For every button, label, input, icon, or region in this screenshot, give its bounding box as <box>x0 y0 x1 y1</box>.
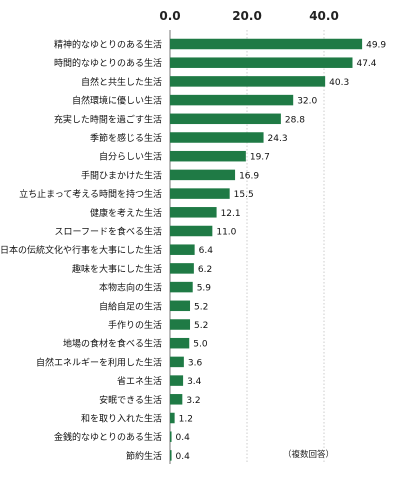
category-label: 安眠できる生活 <box>99 394 162 406</box>
bar <box>170 281 193 293</box>
value-label: 24.3 <box>268 134 288 144</box>
bar <box>170 375 184 386</box>
bar <box>170 207 217 218</box>
category-label: 本物志向の生活 <box>99 282 162 294</box>
category-label: 地場の食材を食べる生活 <box>63 338 162 350</box>
value-label: 11.0 <box>216 228 236 238</box>
bar <box>170 188 230 199</box>
category-label: 自然環境に優しい生活 <box>72 95 162 107</box>
note-multiple-answers: （複数回答） <box>283 449 334 460</box>
value-label: 15.5 <box>234 190 254 200</box>
value-labels: 49.9 47.4 40.3 32.0 28.8 24.3 19.7 16.9 15.5 12.1… <box>176 41 387 462</box>
value-label: 40.3 <box>329 78 349 88</box>
category-label: 自然エネルギーを利用した生活 <box>36 356 162 368</box>
bar <box>170 319 191 330</box>
bars <box>170 38 363 461</box>
category-label: 趣味を大事にした生活 <box>72 263 162 275</box>
category-label: 和を取り入れた生活 <box>81 413 162 425</box>
value-label: 12.1 <box>221 209 241 219</box>
bar <box>170 450 172 461</box>
value-label: 3.6 <box>188 358 203 368</box>
value-label: 3.4 <box>187 377 202 387</box>
category-label: 日本の伝統文化や行事を大事にした生活 <box>0 244 162 256</box>
category-label: 時間的なゆとりのある生活 <box>54 57 162 69</box>
bar <box>170 394 183 405</box>
category-labels: 精神的なゆとりのある生活時間的なゆとりのある生活自然と共生した生活自然環境に優し… <box>0 39 162 462</box>
x-tick-label: 40.0 <box>309 9 339 23</box>
category-label: スローフードを食べる生活 <box>55 226 162 238</box>
category-label: 立ち止まって考える時間を持つ生活 <box>19 188 162 200</box>
bar <box>170 94 294 106</box>
bar <box>170 412 175 424</box>
bar <box>170 300 191 312</box>
bar <box>170 150 246 162</box>
value-label: 0.4 <box>176 452 191 462</box>
bar <box>170 263 194 274</box>
bar <box>170 431 172 442</box>
bar <box>170 356 184 368</box>
bar <box>170 132 264 143</box>
bar <box>170 38 363 50</box>
bar <box>170 169 236 181</box>
value-label: 47.4 <box>356 59 376 69</box>
bar <box>170 225 213 237</box>
category-label: 自給自足の生活 <box>99 300 162 312</box>
value-label: 6.2 <box>198 265 212 275</box>
x-tick-label: 0.0 <box>159 9 180 23</box>
value-label: 49.9 <box>366 41 386 51</box>
category-label: 金銭的なゆとりのある生活 <box>54 431 162 443</box>
value-label: 5.9 <box>197 284 212 294</box>
category-label: 手作りの生活 <box>108 319 162 331</box>
category-label: 健康を考えた生活 <box>90 207 162 219</box>
value-label: 28.8 <box>285 115 305 125</box>
x-axis-ticks: 0.0 20.0 40.0 <box>159 9 338 23</box>
bar <box>170 113 281 125</box>
value-label: 16.9 <box>239 171 259 181</box>
category-label: 節約生活 <box>126 450 162 462</box>
x-tick-label: 20.0 <box>232 9 262 23</box>
value-label: 32.0 <box>297 97 317 107</box>
value-label: 6.4 <box>199 246 214 256</box>
value-label: 3.2 <box>186 396 200 406</box>
category-label: 精神的なゆとりのある生活 <box>54 39 162 51</box>
bar <box>170 337 190 349</box>
category-label: 自然と共生した生活 <box>81 76 162 88</box>
value-label: 5.0 <box>193 340 208 350</box>
bar <box>170 76 326 87</box>
category-label: 季節を感じる生活 <box>90 132 162 144</box>
value-label: 5.2 <box>194 321 208 331</box>
value-label: 19.7 <box>250 153 270 163</box>
bar <box>170 57 353 68</box>
category-label: 省エネ生活 <box>117 375 162 387</box>
value-label: 5.2 <box>194 302 208 312</box>
category-label: 手間ひまかけた生活 <box>81 169 162 181</box>
bar <box>170 244 195 255</box>
value-label: 1.2 <box>179 415 193 425</box>
category-label: 充実した時間を過ごす生活 <box>54 113 162 125</box>
value-label: 0.4 <box>176 433 191 443</box>
category-label: 自分らしい生活 <box>99 151 162 163</box>
